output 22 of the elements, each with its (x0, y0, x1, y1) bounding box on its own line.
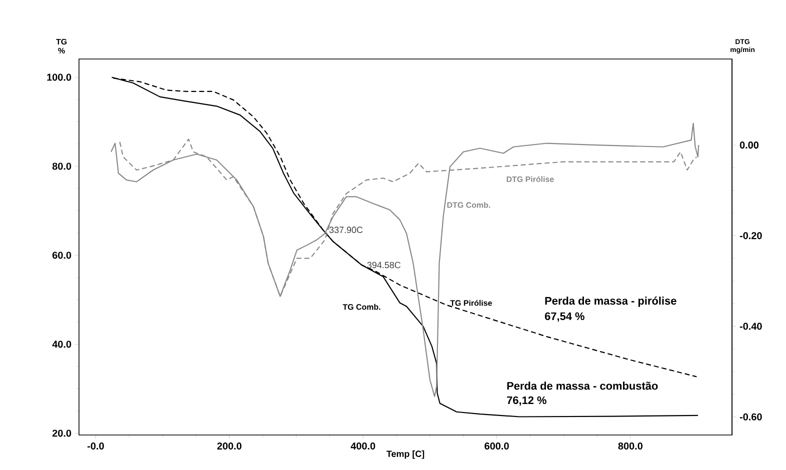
annotation: 337.90C (329, 226, 363, 234)
x-tick-label: 400.0 (350, 442, 376, 450)
x-axis-title: Temp [C] (386, 450, 424, 459)
x-tick-label: -0.0 (88, 442, 104, 450)
annotation: Perda de massa - pirólise (545, 296, 676, 307)
annotation: Perda de massa - combustão (507, 382, 658, 390)
y-tick-label: 60.0 (52, 252, 72, 259)
annotation: 67,54 % (544, 312, 584, 322)
y2-tick-label: -0.20 (740, 232, 762, 240)
y2-tick-label: -0.40 (740, 322, 762, 330)
annotation: 76,12 % (506, 396, 546, 406)
y-tick-label: 40.0 (52, 340, 72, 348)
y2-tick-label: -0.60 (740, 413, 762, 420)
line-series (110, 122, 700, 398)
y-tick-label: 100.0 (47, 74, 72, 81)
y-tick-label: 80.0 (52, 162, 72, 170)
x-tick-label: 200.0 (217, 442, 242, 450)
x-tick-label: 800.0 (618, 442, 642, 450)
annotation: 394.58C (367, 262, 401, 268)
y-tick-label: 20.0 (52, 430, 72, 437)
y2-tick-label: 0.00 (740, 142, 759, 149)
x-tick-label: 600.0 (484, 442, 509, 450)
